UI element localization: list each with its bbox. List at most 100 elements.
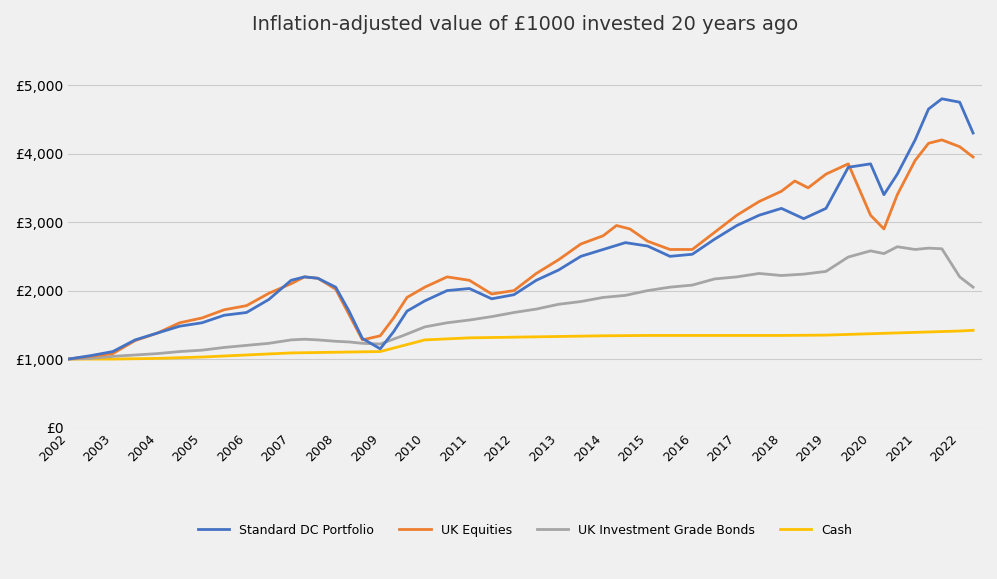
Standard DC Portfolio (731, 222, 743, 229)
Standard DC Portfolio (936, 96, 948, 102)
Standard DC Portfolio (374, 345, 386, 352)
Legend: Standard DC Portfolio, UK Equities, UK Investment Grade Bonds, Cash: Standard DC Portfolio, UK Equities, UK I… (193, 519, 857, 542)
Line: UK Equities: UK Equities (68, 140, 973, 359)
Cash (686, 332, 698, 339)
Standard DC Portfolio (842, 164, 854, 171)
UK Equities (552, 256, 564, 263)
Cash (909, 329, 921, 336)
UK Investment Grade Bonds (62, 356, 74, 362)
UK Investment Grade Bonds (464, 317, 476, 324)
Cash (419, 336, 431, 343)
UK Equities (330, 286, 342, 293)
UK Investment Grade Bonds (357, 340, 369, 347)
UK Equities (298, 273, 310, 280)
UK Equities (62, 356, 74, 362)
UK Equities (597, 232, 609, 239)
UK Investment Grade Bonds (85, 355, 97, 362)
Standard DC Portfolio (218, 312, 230, 318)
Cash (285, 350, 297, 357)
UK Equities (909, 157, 921, 164)
UK Equities (130, 337, 142, 344)
UK Investment Grade Bonds (419, 324, 431, 331)
UK Investment Grade Bonds (240, 342, 252, 349)
Cash (508, 334, 520, 340)
Standard DC Portfolio (62, 356, 74, 362)
Cash (731, 332, 743, 339)
UK Investment Grade Bonds (954, 273, 966, 280)
UK Investment Grade Bonds (196, 347, 208, 354)
UK Investment Grade Bonds (664, 284, 676, 291)
UK Equities (709, 229, 721, 236)
Cash (776, 332, 788, 339)
UK Investment Grade Bonds (130, 351, 142, 358)
UK Equities (85, 353, 97, 360)
UK Equities (664, 246, 676, 253)
UK Investment Grade Bonds (441, 319, 453, 326)
UK Equities (285, 280, 297, 287)
UK Investment Grade Bonds (152, 350, 164, 357)
Standard DC Portfolio (530, 277, 542, 284)
Cash (464, 335, 476, 342)
Standard DC Portfolio (173, 323, 185, 329)
UK Equities (401, 294, 413, 301)
Standard DC Portfolio (240, 309, 252, 316)
UK Equities (419, 284, 431, 291)
UK Investment Grade Bonds (575, 298, 587, 305)
UK Investment Grade Bonds (922, 245, 934, 252)
Cash (642, 332, 654, 339)
Standard DC Portfolio (922, 105, 934, 112)
UK Equities (107, 350, 119, 357)
UK Equities (936, 137, 948, 144)
Standard DC Portfolio (597, 246, 609, 253)
UK Investment Grade Bonds (508, 309, 520, 316)
Cash (552, 333, 564, 340)
Standard DC Portfolio (298, 273, 310, 280)
Line: Cash: Cash (68, 330, 973, 359)
UK Equities (486, 291, 498, 298)
UK Equities (441, 273, 453, 280)
Standard DC Portfolio (619, 239, 631, 246)
Standard DC Portfolio (357, 335, 369, 342)
Standard DC Portfolio (909, 137, 921, 144)
UK Investment Grade Bonds (486, 313, 498, 320)
Cash (954, 328, 966, 335)
Standard DC Portfolio (486, 295, 498, 302)
Cash (374, 348, 386, 355)
Line: Standard DC Portfolio: Standard DC Portfolio (68, 99, 973, 359)
Standard DC Portfolio (709, 236, 721, 243)
UK Investment Grade Bonds (936, 245, 948, 252)
Cash (820, 332, 831, 339)
UK Equities (240, 302, 252, 309)
UK Equities (312, 275, 324, 282)
UK Equities (357, 336, 369, 343)
UK Equities (789, 178, 801, 185)
UK Investment Grade Bonds (218, 344, 230, 351)
UK Investment Grade Bonds (798, 270, 810, 277)
UK Equities (508, 287, 520, 294)
Standard DC Portfolio (878, 191, 890, 198)
UK Investment Grade Bonds (642, 287, 654, 294)
Standard DC Portfolio (263, 296, 275, 303)
Standard DC Portfolio (130, 336, 142, 343)
UK Equities (776, 188, 788, 195)
Standard DC Portfolio (820, 205, 831, 212)
UK Investment Grade Bonds (330, 338, 342, 345)
UK Equities (218, 306, 230, 313)
UK Investment Grade Bonds (864, 247, 876, 254)
Standard DC Portfolio (798, 215, 810, 222)
UK Equities (343, 311, 355, 318)
Standard DC Portfolio (107, 348, 119, 355)
Standard DC Portfolio (401, 307, 413, 314)
UK Equities (753, 198, 765, 205)
Standard DC Portfolio (285, 277, 297, 284)
UK Equities (922, 140, 934, 147)
Standard DC Portfolio (776, 205, 788, 212)
Standard DC Portfolio (552, 266, 564, 273)
Cash (967, 327, 979, 334)
UK Investment Grade Bonds (343, 339, 355, 346)
UK Equities (967, 153, 979, 160)
UK Equities (374, 332, 386, 339)
Standard DC Portfolio (312, 275, 324, 282)
UK Investment Grade Bonds (891, 243, 903, 250)
UK Investment Grade Bonds (298, 336, 310, 343)
